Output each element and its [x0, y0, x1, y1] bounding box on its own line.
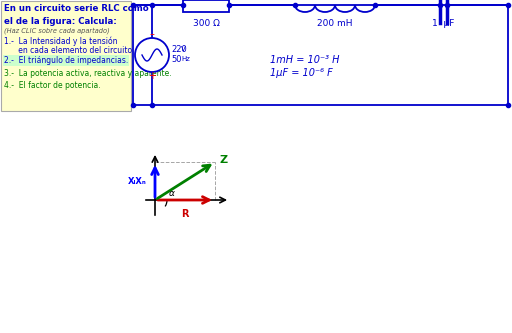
Text: XₗXₙ: XₗXₙ: [127, 176, 146, 185]
FancyBboxPatch shape: [1, 1, 131, 111]
Text: Hz: Hz: [181, 56, 190, 62]
Text: 4.-  El factor de potencia.: 4.- El factor de potencia.: [4, 81, 101, 90]
Text: 3.-  La potencia activa, reactiva y aparente.: 3.- La potencia activa, reactiva y apare…: [4, 69, 172, 78]
Text: en cada elemento del circuito: en cada elemento del circuito: [4, 46, 132, 55]
Text: –: –: [150, 29, 155, 39]
Text: 1  μF: 1 μF: [432, 19, 455, 28]
Text: 2.-  El triángulo de impedancias.: 2.- El triángulo de impedancias.: [4, 56, 128, 65]
Bar: [183, 0, 229, 12]
Text: (Haz CLIC sobre cada apartado): (Haz CLIC sobre cada apartado): [4, 27, 110, 34]
FancyBboxPatch shape: [3, 55, 129, 66]
Text: 1μF = 10⁻⁶ F: 1μF = 10⁻⁶ F: [270, 68, 333, 78]
Text: α: α: [169, 188, 175, 197]
Circle shape: [135, 38, 169, 72]
Text: 220: 220: [171, 45, 187, 54]
Text: V: V: [181, 46, 186, 52]
Text: 200 mH: 200 mH: [317, 19, 353, 28]
Text: +: +: [148, 71, 156, 81]
Text: R: R: [181, 209, 189, 219]
Text: 1.-  La Intensidad y la tensión: 1.- La Intensidad y la tensión: [4, 37, 117, 47]
Text: 1mH = 10⁻³ H: 1mH = 10⁻³ H: [270, 55, 339, 65]
Text: Z: Z: [219, 155, 227, 165]
Text: 300 Ω: 300 Ω: [193, 19, 220, 28]
Text: En un circuito serie RLC como
el de la figura: Calcula:: En un circuito serie RLC como el de la f…: [4, 4, 149, 26]
Text: 50: 50: [171, 55, 181, 64]
